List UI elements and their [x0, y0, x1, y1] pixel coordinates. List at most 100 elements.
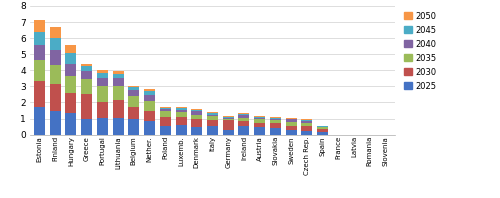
Bar	[128, 90, 140, 96]
Bar	[207, 126, 218, 135]
Bar	[238, 115, 250, 118]
Bar	[160, 111, 171, 117]
Bar	[222, 130, 234, 135]
Bar	[254, 123, 265, 127]
Bar	[66, 64, 76, 76]
Bar	[286, 122, 296, 126]
Bar	[192, 119, 202, 127]
Bar	[160, 117, 171, 126]
Bar	[176, 107, 186, 108]
Bar	[81, 119, 92, 135]
Bar	[160, 109, 171, 111]
Bar	[286, 126, 296, 130]
Bar	[50, 110, 60, 135]
Bar	[192, 109, 202, 110]
Bar	[160, 126, 171, 135]
Bar	[238, 114, 250, 115]
Bar	[192, 114, 202, 119]
Bar	[254, 117, 265, 118]
Bar	[81, 79, 92, 94]
Bar	[97, 70, 108, 73]
Bar	[222, 116, 234, 117]
Bar	[176, 112, 186, 117]
Bar	[238, 118, 250, 121]
Bar	[50, 84, 60, 110]
Bar	[254, 118, 265, 119]
Bar	[160, 108, 171, 109]
Bar	[34, 81, 45, 107]
Bar	[238, 121, 250, 126]
Bar	[207, 114, 218, 116]
Bar	[192, 127, 202, 135]
Bar	[286, 130, 296, 135]
Bar	[81, 71, 92, 79]
Bar	[222, 117, 234, 118]
Bar	[207, 112, 218, 113]
Bar	[97, 78, 108, 86]
Bar	[144, 95, 155, 101]
Bar	[81, 66, 92, 71]
Bar	[34, 32, 45, 45]
Bar	[302, 120, 312, 121]
Bar	[144, 121, 155, 135]
Bar	[302, 131, 312, 135]
Bar	[50, 27, 60, 38]
Bar	[50, 50, 60, 65]
Bar	[176, 125, 186, 135]
Bar	[270, 123, 281, 128]
Bar	[66, 76, 76, 93]
Bar	[128, 107, 140, 119]
Bar	[112, 73, 124, 78]
Bar	[207, 116, 218, 120]
Bar	[270, 119, 281, 120]
Bar	[144, 91, 155, 95]
Bar	[112, 71, 124, 73]
Bar	[128, 86, 140, 87]
Bar	[128, 119, 140, 135]
Bar	[222, 119, 234, 120]
Bar	[128, 96, 140, 107]
Bar	[254, 119, 265, 123]
Bar	[128, 87, 140, 90]
Bar	[270, 117, 281, 118]
Bar	[66, 93, 76, 113]
Bar	[66, 53, 76, 64]
Bar	[144, 89, 155, 91]
Bar	[222, 118, 234, 119]
Bar	[97, 102, 108, 118]
Bar	[207, 113, 218, 114]
Bar	[112, 118, 124, 135]
Bar	[34, 20, 45, 32]
Bar	[176, 108, 186, 110]
Bar	[97, 118, 108, 135]
Bar	[302, 119, 312, 120]
Bar	[112, 86, 124, 100]
Bar	[112, 78, 124, 86]
Bar	[302, 121, 312, 123]
Bar	[270, 128, 281, 135]
Bar	[34, 60, 45, 81]
Bar	[160, 107, 171, 108]
Bar	[238, 113, 250, 114]
Bar	[317, 132, 328, 135]
Bar	[144, 101, 155, 110]
Bar	[270, 118, 281, 119]
Bar	[207, 120, 218, 126]
Bar	[66, 113, 76, 135]
Bar	[50, 38, 60, 50]
Bar	[222, 120, 234, 130]
Bar	[97, 86, 108, 102]
Bar	[97, 73, 108, 78]
Bar	[176, 117, 186, 125]
Bar	[66, 45, 76, 53]
Bar	[192, 111, 202, 114]
Bar	[176, 110, 186, 112]
Bar	[302, 123, 312, 126]
Bar	[192, 110, 202, 111]
Bar	[317, 129, 328, 132]
Bar	[317, 126, 328, 127]
Bar	[81, 64, 92, 66]
Bar	[50, 65, 60, 84]
Bar	[144, 110, 155, 121]
Bar	[81, 94, 92, 119]
